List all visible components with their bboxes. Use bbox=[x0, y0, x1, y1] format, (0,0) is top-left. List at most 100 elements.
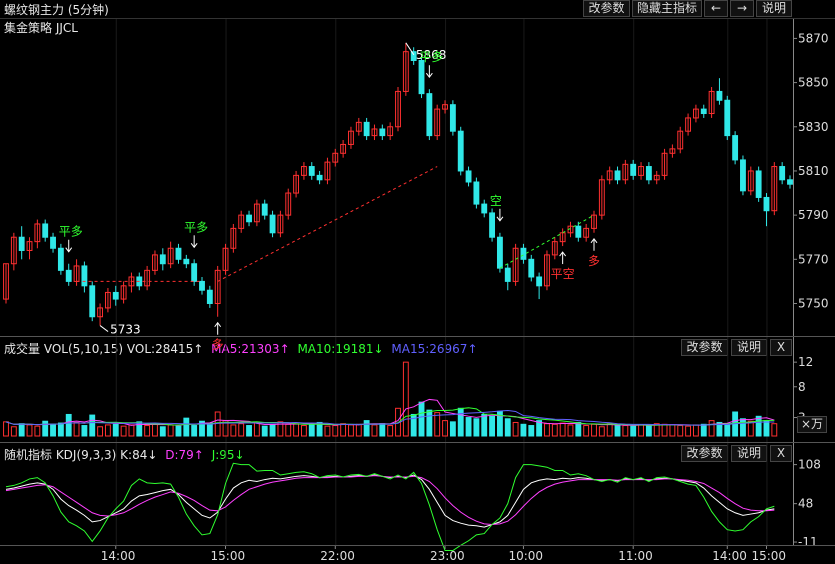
kdj-header: 随机指标 KDJ(9,3,3) K:84↓ D:79↑ J:95↓ 改参数 说明… bbox=[0, 444, 835, 462]
signal-label: 平多 bbox=[59, 225, 83, 239]
candle-body bbox=[120, 285, 127, 300]
volume-bar bbox=[214, 411, 221, 437]
volume-bar bbox=[771, 423, 778, 437]
candle-body bbox=[755, 170, 762, 198]
volume-bar bbox=[457, 407, 464, 437]
volume-ma10: MA10:19181↓ bbox=[297, 342, 384, 356]
time-tick-label: 15:00 bbox=[751, 549, 786, 563]
price-tick-label: 5830 bbox=[798, 120, 829, 134]
volume-bar bbox=[598, 426, 605, 437]
volume-bar bbox=[496, 410, 503, 437]
candle-body bbox=[575, 225, 582, 238]
volume-bar bbox=[387, 425, 394, 437]
volume-bar bbox=[685, 425, 692, 437]
modify-params-button[interactable]: 改参数 bbox=[583, 0, 630, 17]
volume-bar bbox=[732, 411, 739, 437]
volume-bar bbox=[222, 420, 229, 437]
help-button[interactable]: 说明 bbox=[756, 0, 792, 17]
candle-body bbox=[630, 163, 637, 176]
volume-bar bbox=[120, 425, 127, 437]
volume-bar bbox=[293, 423, 300, 437]
candle-body bbox=[277, 214, 284, 234]
candle-body bbox=[528, 258, 535, 278]
candle-body bbox=[324, 161, 331, 181]
arrow-left-icon[interactable]: ← bbox=[704, 0, 728, 17]
candle-body bbox=[426, 93, 433, 137]
volume-bar bbox=[536, 420, 543, 437]
volume-bar bbox=[3, 421, 9, 437]
volume-bar bbox=[677, 425, 684, 437]
volume-bar bbox=[104, 424, 111, 437]
candle-body bbox=[544, 254, 550, 287]
kdj-help-button[interactable]: 说明 bbox=[731, 445, 767, 462]
volume-bar bbox=[308, 424, 315, 437]
kdj-tick-label: -11 bbox=[798, 535, 818, 549]
pane-frames bbox=[0, 18, 835, 546]
signal-arrow-down-icon bbox=[65, 247, 73, 253]
volume-bar bbox=[300, 425, 307, 437]
kdj-modify-params-button[interactable]: 改参数 bbox=[681, 445, 728, 462]
volume-bar bbox=[199, 420, 205, 437]
kdj-tick-label: 48 bbox=[798, 497, 813, 511]
candle-body bbox=[457, 130, 464, 172]
volume-ma15-line bbox=[5, 410, 775, 426]
candle-body bbox=[747, 170, 754, 192]
volume-bar bbox=[285, 423, 292, 437]
volume-bar bbox=[638, 424, 644, 437]
hide-main-indicator-button[interactable]: 隐藏主指标 bbox=[632, 0, 702, 17]
candle-body bbox=[253, 203, 260, 223]
candle-body bbox=[661, 152, 668, 176]
price-tick-label: 5810 bbox=[798, 164, 829, 178]
volume-bar bbox=[740, 418, 746, 437]
kdj-j-value: J:95↓ bbox=[211, 448, 245, 462]
volume-bar bbox=[167, 424, 174, 437]
extreme-pointer bbox=[405, 42, 415, 56]
price-tick-label: 5790 bbox=[798, 208, 829, 222]
volume-bar bbox=[230, 424, 237, 437]
signal-label: 平多 bbox=[184, 220, 208, 234]
kdj-title: 随机指标 KDJ(9,3,3) K:84↓ bbox=[4, 448, 158, 462]
candle-body bbox=[700, 108, 707, 115]
candle-body bbox=[685, 117, 692, 132]
volume-bar bbox=[89, 414, 96, 437]
candle-body bbox=[285, 192, 292, 216]
volume-bar bbox=[128, 424, 135, 437]
candle-body bbox=[449, 104, 456, 132]
arrow-right-icon[interactable]: → bbox=[730, 0, 754, 17]
candle-body bbox=[332, 152, 339, 163]
candle-body bbox=[10, 236, 17, 265]
candle-body bbox=[50, 236, 56, 249]
candlestick-series bbox=[3, 42, 793, 326]
kdj-close-icon[interactable]: X bbox=[770, 445, 792, 462]
trend-line bbox=[499, 214, 595, 269]
volume-bar bbox=[504, 418, 511, 437]
volume-close-icon[interactable]: X bbox=[770, 339, 792, 356]
volume-bar bbox=[591, 423, 597, 437]
volume-bar bbox=[645, 425, 652, 437]
volume-help-button[interactable]: 说明 bbox=[731, 339, 767, 356]
volume-bar bbox=[159, 426, 166, 437]
candle-body bbox=[512, 247, 519, 282]
signal-arrow-up-icon bbox=[590, 237, 598, 244]
candle-body bbox=[410, 51, 417, 62]
volume-ma-lines bbox=[5, 398, 775, 427]
price-axis: 5870 5850 5830 5810 5790 5770 5750 bbox=[793, 31, 829, 310]
candle-body bbox=[42, 223, 49, 238]
volume-bar bbox=[708, 420, 715, 437]
price-tick-label: 5870 bbox=[798, 31, 829, 45]
volume-bar bbox=[340, 423, 347, 437]
candle-body bbox=[261, 203, 268, 216]
volume-unit-button[interactable]: ×万 bbox=[797, 416, 827, 433]
candle-body bbox=[269, 214, 276, 234]
volume-bar bbox=[763, 420, 770, 437]
candle-body bbox=[716, 90, 723, 101]
volume-bar bbox=[246, 425, 252, 437]
volume-bar bbox=[371, 424, 378, 437]
volume-bar bbox=[253, 421, 260, 437]
candle-body bbox=[481, 203, 488, 214]
volume-bar bbox=[755, 415, 762, 437]
volume-bar bbox=[42, 420, 49, 437]
volume-modify-params-button[interactable]: 改参数 bbox=[681, 339, 728, 356]
kdj-lines bbox=[5, 462, 775, 552]
